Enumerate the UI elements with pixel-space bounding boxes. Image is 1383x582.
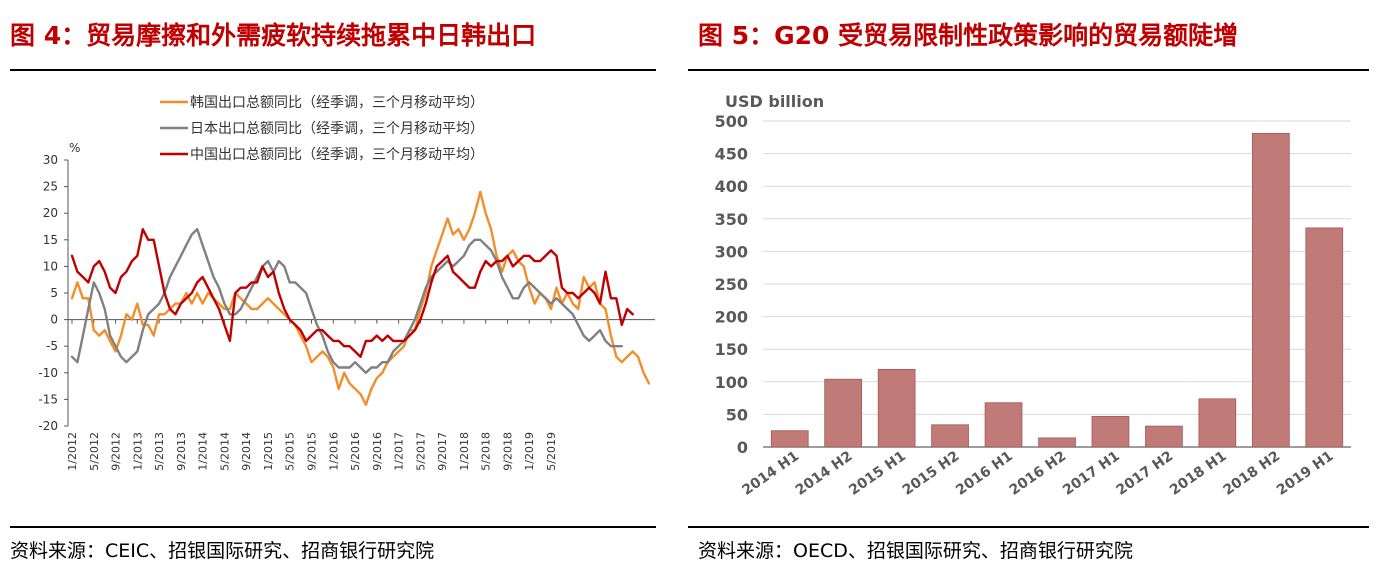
y-tick-label: 300	[715, 242, 748, 261]
y-tick-label: -5	[46, 339, 58, 353]
bar-1	[824, 378, 862, 448]
y-tick-label: 10	[43, 259, 58, 273]
figure-4-panel: 图 4：贸易摩擦和外需疲软持续拖累中日韩出口 30 25 20 15 10 5 0 -5 -10…	[0, 0, 662, 582]
y-tick-label: 100	[715, 373, 748, 392]
y-tick-label: 250	[715, 275, 748, 294]
series-line-1	[70, 227, 623, 374]
y-tick-label: -20	[38, 419, 58, 433]
series-line-2	[70, 227, 634, 358]
bar-2	[877, 368, 916, 448]
y-tick-label: 5	[50, 286, 58, 300]
x-tick-label: 1/2016	[327, 432, 340, 471]
x-tick-label: 5/2014	[218, 432, 231, 471]
y-tick-label: 500	[715, 112, 748, 131]
x-tick-label: 9/2013	[175, 432, 188, 471]
y-tick-label: -15	[38, 392, 58, 406]
y-tick-label: 25	[43, 180, 58, 194]
y-tick-label: 15	[43, 233, 58, 247]
bar-4	[984, 402, 1023, 448]
y-tick-label: 0	[737, 438, 748, 457]
y-axis-label: USD billion	[725, 92, 824, 111]
legend-label-0: 韩国出口总额同比（经季调，三个月移动平均）	[190, 95, 484, 111]
y-tick-label: 150	[715, 340, 748, 359]
figure-4-bottom-rule	[10, 526, 656, 528]
x-tick-label: 5/2016	[349, 432, 362, 471]
x-tick-label: 2017 H2	[1114, 448, 1177, 499]
x-tick-label: 1/2018	[458, 432, 471, 471]
x-tick-label: 9/2016	[371, 432, 384, 471]
export-growth-line-chart: 30 25 20 15 10 5 0 -5 -10 -15 -20% 1/2012 5/2012 9/20…	[38, 95, 655, 471]
bar-3	[931, 424, 969, 448]
x-tick-label: 1/2015	[262, 432, 275, 471]
y-tick-label: 30	[43, 153, 58, 167]
y-tick-label: 350	[715, 210, 748, 229]
x-tick-label: 1/2012	[66, 432, 79, 471]
legend-label-1: 日本出口总额同比（经季调，三个月移动平均）	[190, 121, 484, 137]
x-tick-label: 2014 H2	[793, 448, 856, 499]
bar-0	[770, 430, 809, 448]
x-tick-label: 1/2014	[197, 432, 210, 471]
x-tick-label: 9/2014	[240, 432, 253, 471]
y-axis-label: %	[69, 141, 80, 155]
y-tick-label: 50	[726, 405, 748, 424]
x-tick-label: 9/2018	[501, 432, 514, 471]
x-tick-label: 2016 H1	[953, 448, 1016, 499]
x-tick-label: 2015 H1	[846, 448, 909, 499]
x-tick-label: 5/2012	[88, 432, 101, 471]
y-tick-label: -10	[38, 366, 58, 380]
y-tick-label: 400	[715, 177, 748, 196]
x-tick-label: 1/2017	[393, 432, 406, 471]
x-tick-label: 2016 H2	[1007, 448, 1070, 499]
x-tick-label: 2015 H2	[900, 448, 963, 499]
y-tick-label: 200	[715, 308, 748, 327]
series-line-0	[70, 190, 651, 406]
x-tick-label: 9/2012	[110, 432, 123, 471]
figure-4-top-rule	[10, 69, 656, 71]
x-tick-label: 5/2015	[284, 432, 297, 471]
bar-7	[1145, 425, 1183, 448]
figure-5-source: 资料来源：OECD、招银国际研究、招商银行研究院	[698, 540, 1133, 562]
x-tick-label: 2018 H1	[1167, 448, 1230, 499]
x-tick-label: 2017 H1	[1060, 448, 1123, 499]
x-tick-label: 1/2019	[523, 432, 536, 471]
x-tick-label: 9/2017	[436, 432, 449, 471]
x-tick-label: 5/2019	[545, 432, 558, 471]
x-tick-label: 5/2017	[414, 432, 427, 471]
bar-9	[1252, 133, 1290, 448]
figure-5-bottom-rule	[688, 526, 1369, 528]
figure-4-title: 图 4：贸易摩擦和外需疲软持续拖累中日韩出口	[10, 21, 537, 50]
bar-8	[1198, 398, 1237, 448]
y-tick-label: 20	[43, 206, 58, 220]
bar-6	[1091, 415, 1130, 448]
y-tick-label: 0	[50, 313, 58, 327]
bar-10	[1305, 227, 1344, 448]
figure-4-source: 资料来源：CEIC、招银国际研究、招商银行研究院	[10, 540, 435, 562]
x-tick-label: 1/2013	[131, 432, 144, 471]
figure-5-top-rule	[688, 69, 1369, 71]
figure-5-panel: 图 5：G20 受贸易限制性政策影响的贸易额陡增 500 450 400 350 300…	[688, 0, 1383, 582]
x-tick-label: 9/2015	[306, 432, 319, 471]
x-tick-label: 2018 H2	[1220, 448, 1283, 499]
legend-label-2: 中国出口总额同比（经季调，三个月移动平均）	[190, 147, 484, 163]
x-tick-label: 5/2013	[153, 432, 166, 471]
x-tick-label: 2019 H1	[1274, 448, 1337, 499]
x-tick-label: 2014 H1	[739, 448, 802, 499]
y-tick-label: 450	[715, 145, 748, 164]
bar-5	[1038, 437, 1076, 448]
figure-5-title: 图 5：G20 受贸易限制性政策影响的贸易额陡增	[698, 21, 1239, 50]
x-tick-label: 5/2018	[480, 432, 493, 471]
